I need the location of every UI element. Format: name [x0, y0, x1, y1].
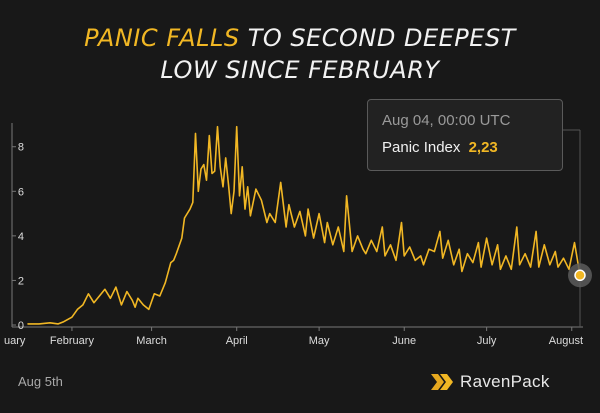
x-tick-label: August	[549, 335, 583, 347]
x-tick-label: March	[136, 335, 167, 347]
chart-title: PANIC FALLS TO SECOND DEEPEST LOW SINCE …	[0, 22, 600, 86]
footer-date: Aug 5th	[18, 374, 63, 389]
title-line-2: LOW SINCE FEBRUARY	[160, 56, 440, 84]
series-line-panic-index	[27, 125, 581, 325]
y-tick-label: 6	[18, 186, 24, 198]
y-tick-label: 2	[18, 275, 24, 287]
highlight-point	[574, 269, 586, 282]
y-tick-label: 0	[18, 320, 24, 332]
x-tick-label: February	[50, 335, 95, 347]
x-tick-label: July	[477, 335, 497, 347]
title-highlight: PANIC FALLS	[84, 24, 240, 52]
brand-name: RavenPack	[460, 372, 550, 391]
tooltip-date: Aug 04, 00:00 UTC	[382, 112, 511, 129]
chart-axes: 0 2 4 6 8 uary February March April May June July Au…	[4, 123, 583, 347]
double-chevron-icon	[431, 374, 453, 390]
title-line-1: PANIC FALLS TO SECOND DEEPEST	[0, 22, 600, 54]
x-tick-label: April	[226, 335, 248, 347]
x-tick-label: uary	[4, 335, 26, 347]
y-tick-label: 8	[18, 142, 24, 154]
brand-logo: RavenPack	[430, 372, 550, 392]
x-tick-label: June	[392, 335, 416, 347]
tooltip-label: Panic Index	[382, 139, 461, 156]
y-tick-label: 4	[18, 231, 24, 243]
tooltip-row: Panic Index 2,23	[382, 139, 548, 156]
chart-tooltip: Aug 04, 00:00 UTC Panic Index 2,23	[367, 99, 563, 171]
tooltip-value: 2,23	[468, 139, 498, 156]
title-rest: TO SECOND DEEPEST	[247, 24, 516, 52]
x-tick-label: May	[309, 335, 330, 347]
chart-marks	[27, 125, 592, 327]
